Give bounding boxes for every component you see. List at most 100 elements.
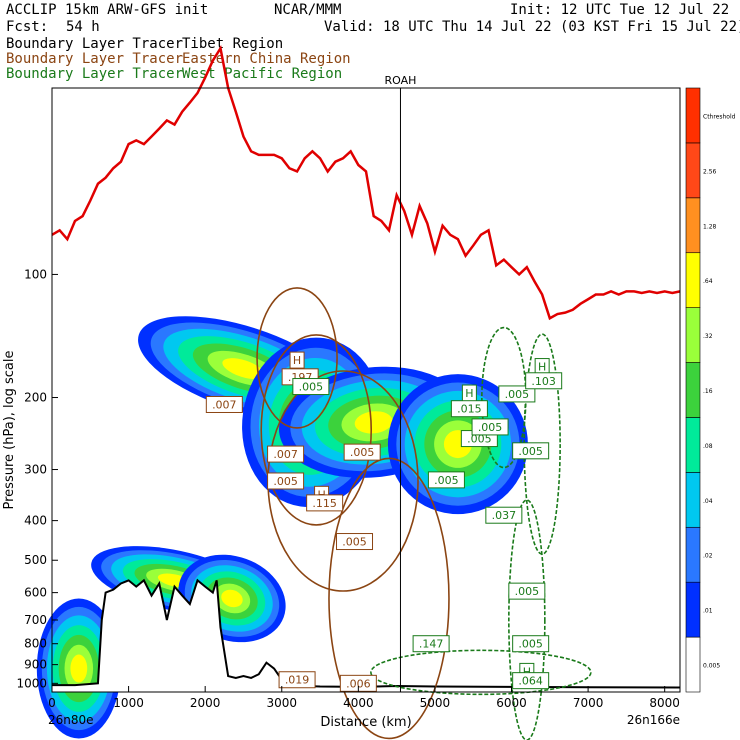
contour-label-3: .005 bbox=[299, 381, 324, 394]
contour-label-19: .103 bbox=[531, 375, 556, 388]
x-tick-label-6: 5000 bbox=[420, 696, 451, 710]
contour-label-box-5 bbox=[267, 445, 305, 463]
tracer-3-region: West Pacific Region bbox=[182, 66, 343, 82]
model-title: ACCLIP 15km ARW-GFS init bbox=[6, 2, 209, 18]
contour-label-box-6 bbox=[343, 443, 381, 461]
colorbar-label-10: 2.56 bbox=[703, 168, 717, 175]
contour-label-box-27 bbox=[512, 672, 550, 690]
colorbar-swatch-2 bbox=[685, 581, 701, 638]
colorbar-label-3: .02 bbox=[703, 553, 713, 560]
tracer-1-region: Tibet Region bbox=[182, 36, 284, 52]
colorbar-swatch-8 bbox=[685, 252, 701, 308]
x-axis-label: Distance (km) bbox=[320, 715, 411, 730]
colorbar-swatch-3 bbox=[685, 526, 701, 583]
x-tick-label-7: 6000 bbox=[496, 696, 527, 710]
contour-label-13: H bbox=[465, 387, 473, 400]
contour-label-box-3 bbox=[292, 378, 330, 396]
contour-label-box-14 bbox=[450, 400, 488, 418]
x-tick-label-9: 8000 bbox=[649, 696, 680, 710]
colorbar-swatch-10 bbox=[685, 142, 701, 199]
contour-label-box-21 bbox=[427, 471, 465, 489]
org-label: NCAR/MMM bbox=[274, 2, 342, 18]
colorbar-label-11: Cthreshold bbox=[703, 113, 736, 120]
y-tick-label-7: 700 bbox=[24, 613, 47, 627]
contour-label-9: .115 bbox=[312, 497, 337, 510]
tropopause-line bbox=[51, 45, 681, 321]
eastern-china-contour-4 bbox=[328, 457, 450, 740]
colorbar-swatch-1 bbox=[685, 636, 701, 693]
colorbar-label-4: .04 bbox=[703, 498, 713, 505]
colorbar-swatch-4 bbox=[685, 472, 701, 528]
contour-label-box-24 bbox=[412, 635, 450, 653]
fcst-value: 54 h bbox=[66, 19, 100, 35]
x-tick-label-2: 1000 bbox=[113, 696, 144, 710]
init-time: Init: 12 UTC Tue 12 Jul 22 bbox=[510, 2, 730, 18]
colorbar-swatch-7 bbox=[685, 307, 701, 363]
y-tick-label-3: 300 bbox=[24, 463, 47, 477]
colorbar-label-2: .01 bbox=[703, 608, 713, 615]
tracer-1-name: Boundary Layer Tracer bbox=[6, 36, 184, 52]
contour-label-6: .005 bbox=[350, 446, 375, 459]
contour-label-box-19 bbox=[525, 372, 563, 390]
x-end-right: 26n166e bbox=[627, 713, 680, 727]
colorbar-swatch-9 bbox=[685, 197, 701, 254]
contour-label-box-10 bbox=[336, 533, 374, 551]
contour-label-21: .005 bbox=[434, 474, 459, 487]
y-tick-label-5: 500 bbox=[24, 553, 47, 567]
contour-label-box-16 bbox=[471, 418, 509, 436]
tracer-plume-upper-far-east bbox=[387, 374, 528, 515]
contour-label-16: .005 bbox=[478, 421, 503, 434]
contour-label-box-1 bbox=[289, 351, 305, 369]
contour-label-20: .005 bbox=[518, 445, 543, 458]
tracer-3-name: Boundary Layer Tracer bbox=[6, 66, 184, 82]
colorbar-swatch-6 bbox=[685, 362, 701, 418]
contour-label-box-23 bbox=[508, 582, 546, 600]
contour-label-24: .147 bbox=[419, 638, 444, 651]
contour-label-box-20 bbox=[512, 442, 550, 460]
contour-label-10: .005 bbox=[342, 536, 367, 549]
west-pacific-contour-2 bbox=[523, 333, 561, 555]
contour-label-1: H bbox=[293, 354, 301, 367]
contour-label-25: .005 bbox=[518, 638, 543, 651]
contour-label-11: .019 bbox=[285, 674, 310, 687]
contour-label-5: .007 bbox=[273, 448, 298, 461]
colorbar-swatch-11 bbox=[685, 87, 701, 144]
colorbar-label-1: 0.005 bbox=[703, 663, 720, 670]
y-tick-label-10: 1000 bbox=[16, 676, 47, 690]
colorbar-label-6: .16 bbox=[703, 388, 713, 395]
contour-label-box-25 bbox=[512, 635, 550, 653]
contour-label-box-9 bbox=[306, 494, 344, 512]
x-tick-label-4: 3000 bbox=[266, 696, 297, 710]
contour-label-14: .015 bbox=[457, 403, 482, 416]
x-tick-label-5: 4000 bbox=[343, 696, 374, 710]
contour-label-27: .064 bbox=[518, 675, 543, 688]
y-tick-label-6: 600 bbox=[24, 586, 47, 600]
y-tick-label-9: 900 bbox=[24, 658, 47, 672]
y-tick-label-1: 100 bbox=[24, 267, 47, 281]
colorbar-label-7: .32 bbox=[703, 333, 713, 340]
contour-label-15: .005 bbox=[467, 433, 492, 446]
contour-label-7: .005 bbox=[273, 475, 298, 488]
colorbar-swatch-5 bbox=[685, 417, 701, 473]
y-tick-label-4: 400 bbox=[24, 514, 47, 528]
x-tick-label-1: 0 bbox=[48, 696, 56, 710]
x-tick-label-8: 7000 bbox=[573, 696, 604, 710]
contour-label-23: .005 bbox=[515, 585, 540, 598]
contour-label-26: H bbox=[523, 665, 531, 678]
contour-label-box-22 bbox=[485, 506, 523, 524]
colorbar-label-8: .64 bbox=[703, 278, 713, 285]
colorbar-label-5: .08 bbox=[703, 443, 713, 450]
contour-label-22: .037 bbox=[492, 509, 517, 522]
y-tick-label-2: 200 bbox=[24, 391, 47, 405]
contour-label-box-4 bbox=[205, 395, 243, 413]
valid-time: Valid: 18 UTC Thu 14 Jul 22 (03 KST Fri … bbox=[324, 19, 740, 35]
roah-label: ROAH bbox=[385, 74, 417, 87]
plot-frame bbox=[51, 87, 681, 693]
contour-label-box-11 bbox=[278, 671, 316, 689]
eastern-china-contour-2 bbox=[260, 334, 373, 526]
contour-label-4: .007 bbox=[212, 398, 237, 411]
y-tick-label-8: 800 bbox=[24, 637, 47, 651]
eastern-china-contour-1 bbox=[256, 287, 338, 429]
contour-label-12: .006 bbox=[346, 677, 371, 690]
